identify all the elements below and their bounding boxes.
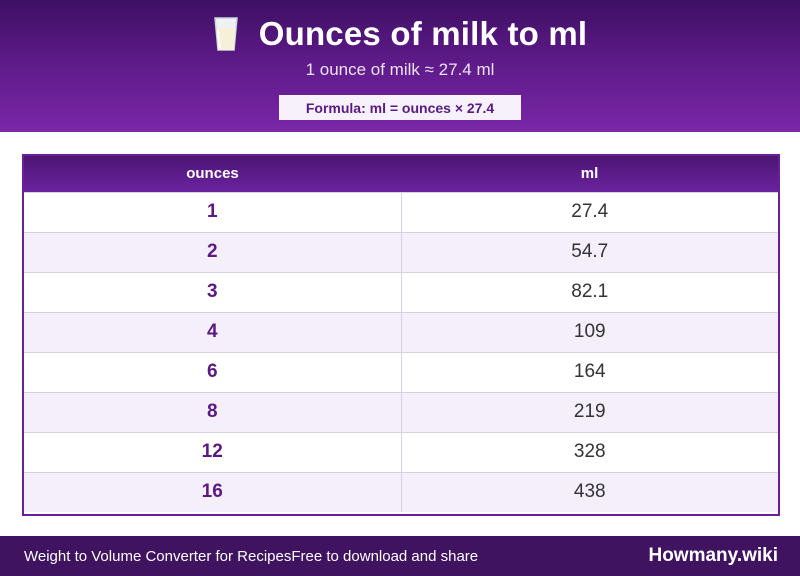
cell-ounces: 6 xyxy=(24,351,402,392)
footer-bar: Weight to Volume Converter for Recipes Fr… xyxy=(0,536,800,576)
brand-link[interactable]: Howmany.wiki xyxy=(648,545,778,566)
cell-ml: 328 xyxy=(401,431,778,472)
table-row: 16 438 xyxy=(24,471,778,512)
cell-ml: 109 xyxy=(401,311,778,352)
cell-ounces: 8 xyxy=(24,391,402,432)
page-title: Ounces of milk to ml xyxy=(258,15,588,52)
cell-ounces: 3 xyxy=(24,271,402,312)
cell-ounces: 4 xyxy=(24,311,402,352)
table-row: 8 219 xyxy=(24,391,778,432)
cell-ml: 27.4 xyxy=(401,191,778,232)
table-row: 4 109 xyxy=(24,311,778,352)
page-subtitle: 1 ounce of milk ≈ 27.4 ml xyxy=(305,60,495,79)
column-header-ounces: ounces xyxy=(186,165,239,183)
cell-ounces: 16 xyxy=(24,471,402,512)
table-header-row: ounces ml xyxy=(24,156,778,192)
milk-glass-icon xyxy=(213,16,239,52)
footer-tagline-converter: Weight to Volume Converter for Recipes xyxy=(24,547,292,565)
table-row: 3 82.1 xyxy=(24,271,778,312)
cell-ml: 54.7 xyxy=(401,231,778,272)
header-banner: Ounces of milk to ml 1 ounce of milk ≈ 2… xyxy=(0,0,800,132)
cell-ml: 219 xyxy=(401,391,778,432)
column-header-ml: ml xyxy=(580,165,599,183)
footer-tagline: Weight to Volume Converter for Recipes Fr… xyxy=(24,536,478,576)
formula-badge: Formula: ml = ounces × 27.4 xyxy=(279,95,521,120)
cell-ml: 438 xyxy=(401,471,778,512)
title-row: Ounces of milk to ml xyxy=(0,10,800,58)
cell-ml: 82.1 xyxy=(401,271,778,312)
cell-ml: 164 xyxy=(401,351,778,392)
table-row: 6 164 xyxy=(24,351,778,392)
footer-tagline-share: Free to download and share xyxy=(291,547,479,565)
cell-ounces: 2 xyxy=(24,231,402,272)
table-row: 12 328 xyxy=(24,431,778,472)
table-row: 2 54.7 xyxy=(24,231,778,272)
conversion-table-container: ounces ml 1 27.4 2 54.7 3 82.1 4 109 6 xyxy=(22,154,780,516)
conversion-table: ounces ml 1 27.4 2 54.7 3 82.1 4 109 6 xyxy=(24,156,778,512)
cell-ounces: 12 xyxy=(24,431,402,472)
cell-ounces: 1 xyxy=(24,191,402,232)
table-row: 1 27.4 xyxy=(24,191,778,232)
